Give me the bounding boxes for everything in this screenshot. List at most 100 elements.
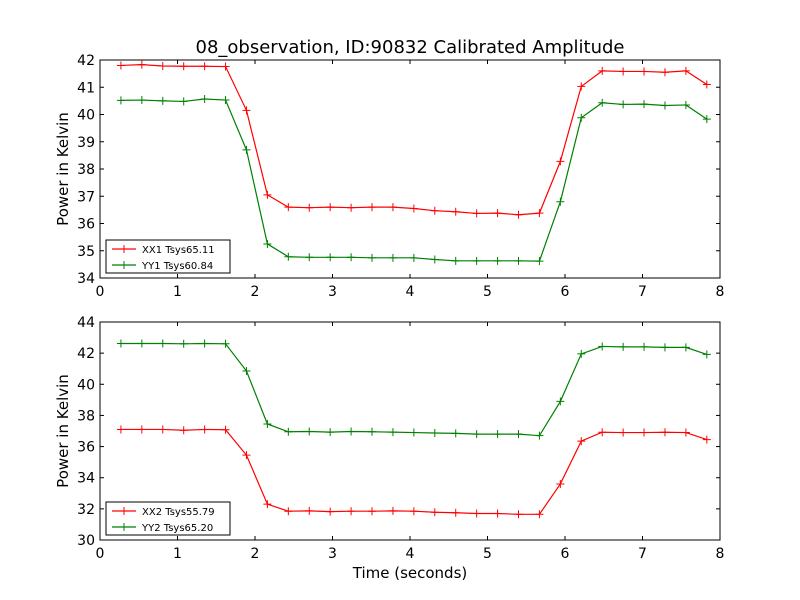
data-point [702, 350, 711, 359]
y-tick-label: 44 [77, 315, 95, 331]
x-tick-label: 3 [328, 546, 337, 562]
x-tick-label: 4 [406, 546, 415, 562]
data-point [681, 343, 690, 352]
data-point [158, 96, 167, 105]
data-point [221, 62, 230, 71]
data-point [535, 257, 544, 266]
data-point [305, 427, 314, 436]
y-tick-label: 36 [77, 217, 95, 233]
data-point [660, 343, 669, 352]
y-tick-label: 36 [77, 440, 95, 456]
x-tick-label: 1 [173, 284, 182, 300]
data-point [702, 115, 711, 124]
data-point [472, 256, 481, 265]
data-point [514, 256, 523, 265]
x-tick-label: 7 [638, 546, 647, 562]
data-point [619, 100, 628, 109]
data-point [242, 145, 251, 154]
y-tick-label: 34 [77, 471, 95, 487]
data-point [158, 339, 167, 348]
data-point [556, 397, 565, 406]
x-tick-label: 7 [638, 284, 647, 300]
data-point [221, 425, 230, 434]
x-tick-label: 6 [561, 284, 570, 300]
legend-entry: XX2 Tsys55.79 [112, 507, 215, 518]
data-point [242, 106, 251, 115]
data-point [242, 451, 251, 460]
data-point [326, 507, 335, 516]
data-point [137, 96, 146, 105]
data-point [200, 62, 209, 71]
data-point [409, 253, 418, 262]
data-point [619, 342, 628, 351]
data-point [137, 60, 146, 69]
data-point [409, 428, 418, 437]
data-point [619, 67, 628, 76]
y-tick-label: 35 [77, 244, 95, 260]
data-point [514, 510, 523, 519]
data-point [493, 509, 502, 518]
data-point [221, 339, 230, 348]
data-point [577, 82, 586, 91]
data-point [347, 253, 356, 262]
data-point [472, 509, 481, 518]
legend-label: YY2 Tsys65.20 [141, 523, 213, 534]
data-point [577, 437, 586, 446]
data-point [535, 510, 544, 519]
data-point [179, 62, 188, 71]
data-point [577, 113, 586, 122]
data-point [368, 203, 377, 212]
x-tick-label: 2 [251, 284, 260, 300]
data-point [640, 428, 649, 437]
data-point [660, 101, 669, 110]
data-point [388, 506, 397, 515]
y-tick-label: 38 [77, 162, 95, 178]
legend-marker [120, 523, 128, 531]
data-point [640, 67, 649, 76]
y-tick-label: 32 [77, 502, 95, 518]
data-point [598, 98, 607, 107]
data-point [284, 203, 293, 212]
data-point [116, 61, 125, 70]
y-tick-label: 37 [77, 189, 95, 205]
data-point [493, 209, 502, 218]
data-point [493, 430, 502, 439]
x-tick-label: 1 [173, 546, 182, 562]
legend-label: YY1 Tsys60.84 [141, 261, 213, 272]
y-tick-label: 41 [77, 80, 95, 96]
data-point [305, 506, 314, 515]
data-point [200, 425, 209, 434]
data-point [388, 203, 397, 212]
y-tick-label: 40 [77, 108, 95, 124]
data-point [116, 425, 125, 434]
data-point [347, 507, 356, 516]
data-point [556, 479, 565, 488]
data-point [347, 203, 356, 212]
x-tick-label: 5 [483, 284, 492, 300]
data-point [284, 252, 293, 261]
data-point [305, 253, 314, 262]
data-point [116, 96, 125, 105]
data-point [221, 96, 230, 105]
data-point [493, 256, 502, 265]
legend-entry: YY1 Tsys60.84 [112, 261, 213, 272]
data-point [598, 342, 607, 351]
data-point [179, 97, 188, 106]
data-point [702, 435, 711, 444]
data-point [200, 339, 209, 348]
x-tick-label: 2 [251, 546, 260, 562]
data-point [326, 253, 335, 262]
data-point [619, 428, 628, 437]
data-point [137, 339, 146, 348]
data-point [388, 428, 397, 437]
data-point [451, 429, 460, 438]
data-point [660, 428, 669, 437]
data-point [158, 425, 167, 434]
data-point [242, 367, 251, 376]
data-point [200, 94, 209, 103]
data-point [263, 419, 272, 428]
y-tick-label: 42 [77, 53, 95, 69]
